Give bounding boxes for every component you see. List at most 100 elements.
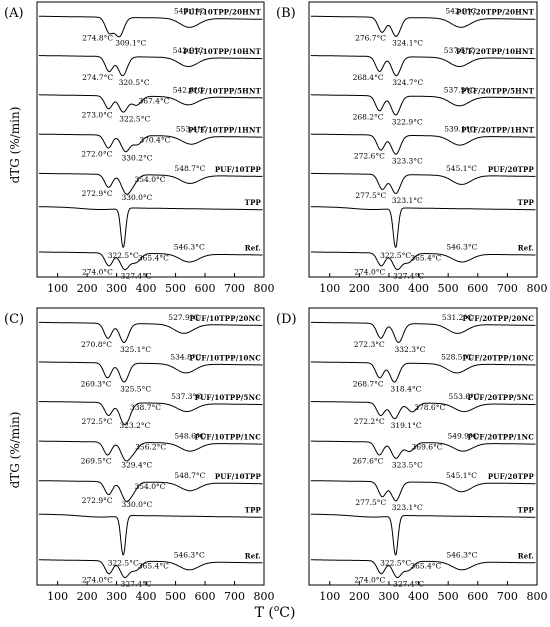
peak-label: 370.4°C bbox=[139, 136, 170, 145]
dtg-curve bbox=[310, 513, 536, 556]
peak-label: 324.7°C bbox=[392, 78, 423, 87]
peak-label: 327.4°C bbox=[393, 579, 424, 588]
dtg-curve bbox=[310, 440, 536, 459]
peak-label: 273.0°C bbox=[82, 110, 113, 119]
peak-label: 329.4°C bbox=[121, 461, 152, 470]
x-tick-label: 200 bbox=[349, 590, 370, 603]
peak-label: 277.5°C bbox=[355, 498, 386, 507]
peak-label: 267.6°C bbox=[352, 457, 383, 466]
peak-label: 528.5°C bbox=[441, 352, 472, 361]
peak-label: 274.0°C bbox=[354, 575, 385, 584]
series-label: PUF/20TPP/20NC bbox=[463, 314, 535, 323]
dtg-curve bbox=[310, 401, 536, 420]
series-label: PUF/10TPP bbox=[215, 165, 262, 174]
peak-label: 546.3°C bbox=[446, 550, 477, 559]
dtg-curve bbox=[38, 133, 263, 153]
peak-label: 323.3°C bbox=[392, 157, 423, 166]
panel-b: (B) 100 200 300 400 500 600 700 800 PUF/20TPP/20H… bbox=[276, 1, 548, 295]
peak-label: 548.7°C bbox=[174, 471, 205, 480]
series-label: PUF/10TPP/5HNT bbox=[188, 86, 261, 95]
peak-label: 322.5°C bbox=[108, 251, 139, 260]
peak-label: 318.4°C bbox=[390, 384, 421, 393]
plot-frame bbox=[36, 1, 265, 278]
panel-d: (D) 100 200 300 400 500 600 700 800 PUF/20TPP/20N… bbox=[276, 307, 548, 603]
series-label: TPP bbox=[245, 506, 262, 515]
panel-label: (A) bbox=[4, 6, 24, 21]
dtg-curve bbox=[38, 94, 263, 113]
peak-label: 323.1°C bbox=[392, 196, 423, 205]
peak-label: 542.9°C bbox=[445, 7, 476, 16]
series-label: PUF/20TPP/10HNT bbox=[456, 47, 534, 56]
peak-label: 330.2°C bbox=[122, 154, 153, 163]
peak-label: 327.4°C bbox=[121, 579, 152, 588]
x-tick-label: 600 bbox=[195, 282, 216, 295]
x-tick-label: 100 bbox=[47, 282, 68, 295]
x-tick-label: 700 bbox=[497, 590, 518, 603]
peak-label: 324.1°C bbox=[392, 39, 423, 48]
dtg-curve bbox=[310, 361, 536, 383]
peak-label: 542.9°C bbox=[173, 46, 204, 55]
series-label: PUF/10TPP/20NC bbox=[190, 314, 262, 323]
x-tick-label: 200 bbox=[349, 282, 370, 295]
x-tick-label: 100 bbox=[319, 590, 340, 603]
x-tick-label: 300 bbox=[378, 590, 399, 603]
series-label: TPP bbox=[518, 506, 535, 515]
x-tick-label: 800 bbox=[527, 590, 548, 603]
peak-label: 365.4°C bbox=[410, 253, 441, 262]
peak-label: 325.5°C bbox=[120, 384, 151, 393]
peak-label: 365.4°C bbox=[138, 253, 169, 262]
series-label: PUF/20TPP/10NC bbox=[463, 353, 535, 362]
peak-label: 272.3°C bbox=[354, 340, 385, 349]
peak-label: 268.4°C bbox=[353, 73, 384, 82]
peak-label: 356.2°C bbox=[135, 443, 166, 452]
peak-label: 268.2°C bbox=[353, 112, 384, 121]
peak-label: 322.5°C bbox=[108, 559, 139, 568]
peak-label: 548.7°C bbox=[174, 164, 205, 173]
dtg-curve bbox=[310, 94, 536, 116]
dtg-curve bbox=[310, 172, 536, 194]
x-tick-label: 300 bbox=[106, 282, 127, 295]
series-label: PUF/10TPP bbox=[215, 472, 262, 481]
peak-label: 546.3°C bbox=[174, 242, 205, 251]
peak-label: 272.9°C bbox=[82, 189, 113, 198]
x-tick-label: 700 bbox=[497, 282, 518, 295]
dtg-curve bbox=[38, 559, 263, 578]
peak-label: 319.1°C bbox=[391, 421, 422, 430]
x-tick-label: 600 bbox=[467, 282, 488, 295]
series-label: Ref. bbox=[518, 243, 534, 252]
peak-label: 542.8°C bbox=[173, 85, 204, 94]
panel-label: (D) bbox=[276, 312, 297, 327]
peak-label: 549.9°C bbox=[447, 432, 478, 441]
dtg-curve bbox=[38, 251, 263, 271]
x-axis-label-unit: C) bbox=[279, 605, 295, 621]
peak-label: 332.3°C bbox=[395, 345, 426, 354]
peak-label: 327.4°C bbox=[121, 271, 152, 280]
x-tick-label: 500 bbox=[438, 282, 459, 295]
series-label: Ref. bbox=[518, 551, 534, 560]
peak-label: 537.3°C bbox=[171, 392, 202, 401]
peak-label: 269.5°C bbox=[81, 457, 112, 466]
dtg-curve bbox=[38, 440, 263, 462]
peak-label: 272.0°C bbox=[81, 150, 112, 159]
x-tick-label: 200 bbox=[77, 590, 98, 603]
peak-label: 367.4°C bbox=[138, 96, 169, 105]
peak-label: 330.0°C bbox=[121, 500, 152, 509]
dtg-curve bbox=[310, 206, 536, 248]
peak-label: 537.5°C bbox=[444, 46, 475, 55]
peak-label: 378.6°C bbox=[414, 403, 445, 412]
dtg-curve bbox=[310, 559, 536, 578]
panel-c: (C) 100 200 300 400 500 600 700 800 PUF/10TPP/20N… bbox=[4, 307, 275, 603]
peak-label: 277.5°C bbox=[355, 191, 386, 200]
x-tick-label: 800 bbox=[527, 282, 548, 295]
series-label: PUF/20TPP/5NC bbox=[468, 393, 535, 402]
series-label: Ref. bbox=[245, 243, 261, 252]
x-tick-label: 800 bbox=[254, 590, 275, 603]
series-label: PUF/20TPP bbox=[488, 165, 535, 174]
series-label: PUF/20TPP/20HNT bbox=[456, 8, 534, 17]
peak-label: 553.6°C bbox=[449, 392, 480, 401]
peak-label: 274.0°C bbox=[82, 267, 113, 276]
series-label: PUF/20TPP bbox=[488, 472, 535, 481]
series-label: PUF/10TPP/1NC bbox=[195, 433, 262, 442]
x-tick-label: 300 bbox=[378, 282, 399, 295]
